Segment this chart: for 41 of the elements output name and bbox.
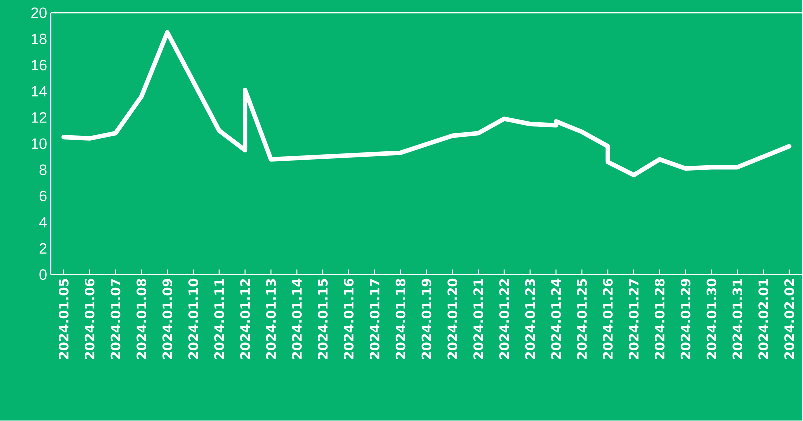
y-tick-label: 8 — [40, 164, 47, 176]
x-tick-label: 2024.01.06 — [84, 279, 95, 360]
y-tick-label: 0 — [40, 270, 47, 280]
x-tick-label: 2024.01.12 — [240, 280, 250, 360]
x-tick-label: 2024.01.24 — [551, 279, 562, 360]
y-tick-label: 16 — [32, 60, 47, 71]
x-tick-label: 2024.01.05 — [59, 279, 69, 360]
y-tick-label: 20 — [32, 8, 47, 18]
x-tick-label: 2024.01.21 — [474, 279, 484, 360]
x-tick-label: 2024.01.31 — [732, 279, 743, 360]
x-tick-label: 2024.01.22 — [500, 280, 510, 360]
x-tick-label: 2024.01.27 — [629, 279, 639, 360]
x-tick-label: 2024.01.14 — [292, 279, 302, 360]
x-tick-label: 2024.02.01 — [758, 279, 768, 360]
x-tick-label: 2024.01.18 — [396, 279, 406, 360]
x-tick-label: 2024.01.11 — [214, 279, 224, 360]
y-tick-label: 18 — [32, 34, 47, 45]
y-tick-label: 4 — [39, 217, 48, 228]
line-series — [62, 30, 792, 178]
x-tick-label: 2024.01.23 — [525, 279, 536, 360]
x-tick-label: 2024.01.16 — [344, 279, 354, 360]
x-tick-label: 2024.01.19 — [422, 279, 432, 360]
x-tick-label: 2024.01.09 — [162, 279, 172, 360]
y-tick-label: 12 — [32, 112, 47, 124]
x-tick-label: 2024.02.02 — [784, 280, 794, 360]
x-tick-label: 2024.01.17 — [370, 279, 380, 360]
x-tick-label: 2024.01.30 — [706, 279, 717, 360]
x-tick-label: 2024.01.10 — [188, 279, 198, 360]
y-tick-label: 10 — [32, 138, 47, 150]
x-tick-label: 2024.01.29 — [680, 279, 691, 360]
x-tick-label: 2024.01.07 — [110, 279, 121, 360]
x-tick-label: 2024.01.20 — [448, 279, 458, 360]
y-tick-label: 2 — [40, 244, 47, 254]
x-tick-label: 2024.01.28 — [655, 279, 665, 360]
x-tick-label: 2024.01.15 — [318, 279, 328, 360]
x-tick-label: 2024.01.26 — [603, 279, 613, 360]
x-tick-label: 2024.01.25 — [577, 279, 588, 360]
y-tick-label: 6 — [40, 191, 47, 202]
y-tick-label: 14 — [32, 86, 48, 97]
x-tick-label: 2024.01.08 — [136, 279, 147, 360]
x-tick-label: 2024.01.13 — [266, 279, 276, 360]
